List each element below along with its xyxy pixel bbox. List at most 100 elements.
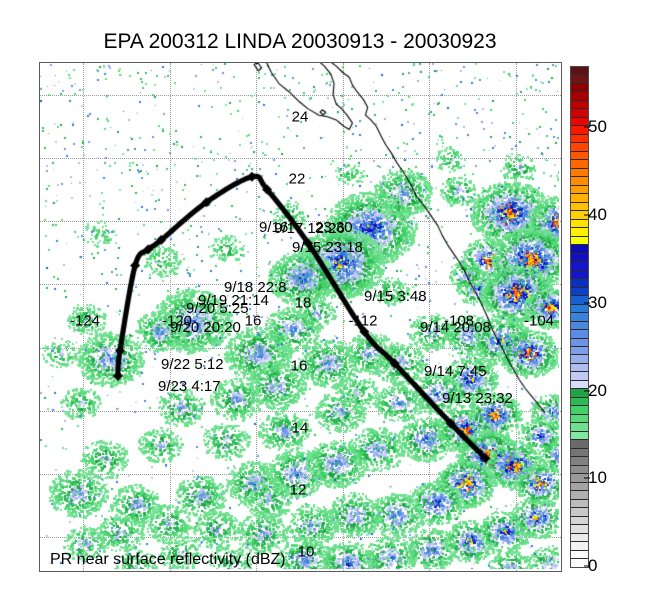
track-time-label: 9/15 23:18: [292, 239, 363, 256]
colorbar-swatch: [571, 160, 588, 169]
colorbar-swatch: [571, 194, 588, 203]
colorbar-swatch: [571, 67, 588, 76]
track-time-label: 9/13 23:32: [442, 390, 513, 407]
colorbar-swatch: [571, 313, 588, 322]
colorbar-swatch: [571, 372, 588, 381]
colorbar-swatch: [571, 448, 588, 458]
map-grid-label: 14: [291, 419, 309, 437]
colorbar-swatch: [571, 330, 588, 339]
colorbar-swatch: [571, 516, 588, 526]
map-grid-label: -120: [161, 312, 193, 330]
colorbar-swatch: [571, 533, 588, 543]
colorbar-swatch: [571, 177, 588, 186]
track-time-label: 9/18 22:8: [224, 279, 287, 296]
track-time-label: 9/22 5:12: [161, 356, 224, 373]
colorbar-swatch: [571, 389, 588, 398]
colorbar-swatch: [571, 270, 588, 280]
colorbar-swatch: [571, 321, 588, 331]
colorbar-swatch: [571, 287, 588, 297]
colorbar-swatch: [571, 75, 588, 84]
map-grid-label: 16: [244, 312, 262, 330]
colorbar-tick-label: 10: [588, 468, 607, 488]
colorbar-swatch: [571, 440, 588, 449]
field-caption: PR near surface reflectivity (dBZ): [50, 551, 286, 568]
colorbar: [570, 66, 589, 568]
colorbar-swatch: [571, 363, 588, 373]
colorbar-swatch: [571, 143, 588, 152]
map-plot-area: [39, 62, 562, 572]
map-grid-label: 22: [288, 170, 306, 188]
track-time-label: 9/16: [259, 219, 289, 236]
colorbar-swatch: [571, 355, 588, 364]
colorbar-swatch: [571, 92, 588, 101]
colorbar-swatch: [571, 279, 588, 288]
colorbar-swatch: [571, 304, 588, 314]
colorbar-swatch: [571, 482, 588, 492]
map-grid-label: 10: [297, 543, 315, 561]
map-grid-label: -104: [523, 312, 555, 330]
colorbar-swatch: [571, 414, 588, 424]
map-grid-label: 18: [294, 294, 312, 312]
colorbar-tick-label: 30: [588, 292, 607, 312]
map-plot-inner: [40, 63, 561, 571]
colorbar-swatch: [571, 338, 588, 347]
track-time-label: 23:30: [315, 219, 353, 236]
colorbar-swatch: [571, 211, 588, 220]
map-grid-label: -124: [69, 312, 101, 330]
track-time-label: 9/23 4:17: [158, 378, 221, 395]
colorbar-swatch: [571, 406, 588, 415]
colorbar-swatch: [571, 397, 588, 407]
colorbar-swatch: [571, 457, 588, 466]
colorbar-swatch: [571, 465, 588, 475]
colorbar-swatch: [571, 474, 588, 483]
colorbar-swatch: [571, 185, 588, 195]
map-grid-label: -112: [348, 312, 378, 330]
storm-track-overlay: [40, 63, 559, 569]
colorbar-swatch: [571, 126, 588, 135]
track-time-label: 9/20 5:25: [186, 300, 249, 317]
colorbar-swatch: [571, 542, 588, 551]
chart-title: EPA 200312 LINDA 20030913 - 20030923: [103, 30, 497, 53]
colorbar-swatch: [571, 245, 588, 254]
colorbar-tick-label: 0: [588, 556, 598, 575]
colorbar-tickmark: [584, 477, 590, 479]
colorbar-tick-label: 50: [588, 117, 607, 137]
track-time-label: 9/15 3:48: [364, 288, 427, 305]
colorbar-swatch: [571, 525, 588, 534]
map-grid-label: 24: [291, 108, 309, 126]
track-time-label: 9/14 7:45: [424, 363, 487, 380]
colorbar-tickmark: [584, 214, 590, 216]
track-time-label: 9/19 21:14: [198, 292, 269, 309]
track-time-label: 9/20 20:20: [170, 319, 241, 336]
colorbar-swatch: [571, 380, 588, 390]
colorbar-swatch: [571, 262, 588, 271]
colorbar-swatch: [571, 296, 588, 305]
colorbar-swatch: [571, 559, 588, 567]
colorbar-swatch: [571, 431, 588, 441]
map-grid-label: 16: [290, 357, 308, 375]
colorbar-swatch: [571, 100, 588, 110]
colorbar-tickmark: [584, 565, 590, 567]
colorbar-swatch: [571, 219, 588, 229]
colorbar-swatch: [571, 491, 588, 500]
colorbar-swatch: [571, 550, 588, 560]
track-time-label: 9/17 12:26: [274, 220, 345, 237]
map-grid-label: -108: [443, 312, 475, 330]
colorbar-swatch: [571, 134, 588, 144]
colorbar-swatch: [571, 202, 588, 212]
colorbar-swatch: [571, 117, 588, 127]
colorbar-swatch: [571, 253, 588, 263]
colorbar-swatch: [571, 151, 588, 161]
colorbar-swatch: [571, 236, 588, 246]
colorbar-tickmark: [584, 302, 590, 304]
colorbar-swatch: [571, 499, 588, 509]
map-grid-label: 12: [289, 481, 307, 499]
colorbar-swatch: [571, 168, 588, 178]
colorbar-tickmark: [584, 126, 590, 128]
colorbar-swatch: [571, 346, 588, 356]
colorbar-tickmark: [584, 390, 590, 392]
colorbar-swatch: [571, 83, 588, 93]
colorbar-tick-label: 20: [588, 380, 607, 400]
colorbar-swatch: [571, 109, 588, 118]
